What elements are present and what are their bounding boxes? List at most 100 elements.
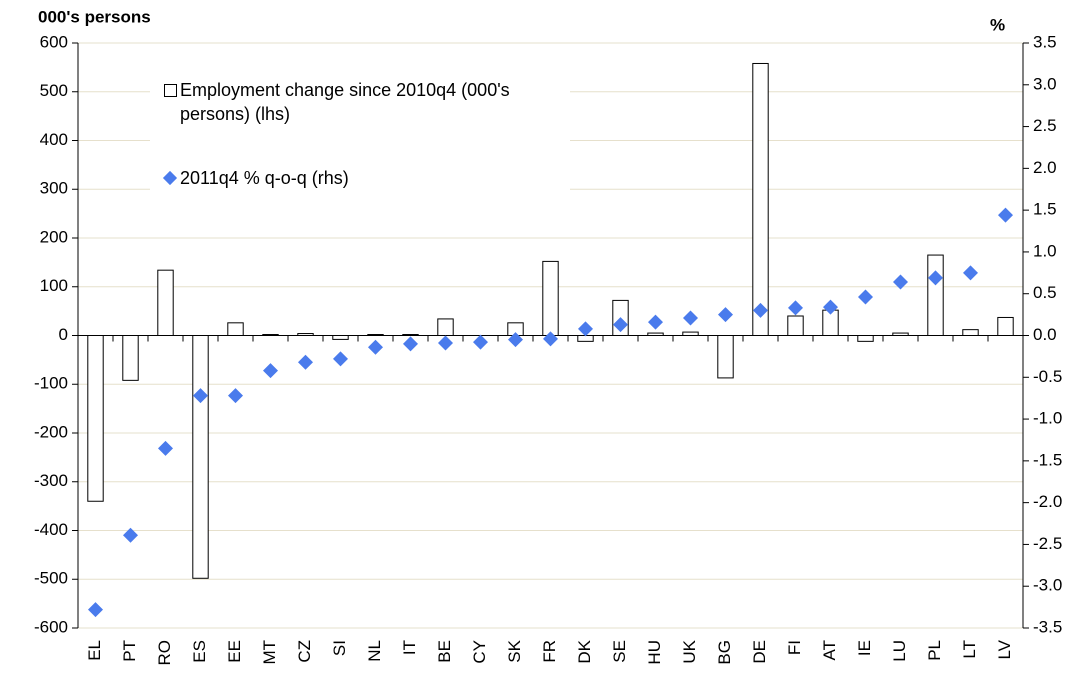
- bar: [787, 315, 804, 336]
- marker: [578, 321, 593, 337]
- bar: [192, 335, 209, 579]
- y2-tick-label: 0.5: [1033, 283, 1057, 302]
- x-tick-label: EE: [225, 640, 244, 663]
- x-tick-label: PT: [120, 640, 139, 662]
- y-tick-label: -200: [34, 422, 68, 441]
- y2-tick-label: 2.5: [1033, 116, 1057, 135]
- y2-tick-label: 2.0: [1033, 158, 1057, 177]
- legend-swatch: [160, 166, 180, 190]
- legend-label: 2011q4 % q-o-q (rhs): [180, 168, 349, 188]
- marker: [368, 339, 383, 355]
- legend-item: 2011q4 % q-o-q (rhs): [160, 166, 560, 190]
- x-tick-label: CY: [470, 640, 489, 664]
- y-tick-label: 500: [40, 81, 68, 100]
- y2-tick-label: -2.5: [1033, 534, 1062, 553]
- x-tick-label: IE: [855, 640, 874, 656]
- marker: [473, 334, 488, 350]
- x-tick-label: RO: [155, 640, 174, 666]
- marker: [893, 274, 908, 290]
- legend-label: Employment change since 2010q4 (000's pe…: [180, 80, 510, 124]
- marker: [823, 299, 838, 315]
- y2-axis-title: %: [990, 15, 1005, 34]
- marker: [228, 388, 243, 404]
- marker: [88, 602, 103, 618]
- y2-tick-label: 1.0: [1033, 241, 1057, 260]
- bar: [402, 334, 419, 336]
- bar: [682, 331, 699, 336]
- y-tick-label: 200: [40, 227, 68, 246]
- y2-tick-label: -1.0: [1033, 409, 1062, 428]
- marker: [928, 270, 943, 286]
- bar: [542, 260, 559, 336]
- x-tick-label: DE: [750, 640, 769, 664]
- bar: [927, 254, 944, 336]
- y-tick-label: -600: [34, 617, 68, 636]
- x-tick-label: IT: [400, 640, 419, 655]
- y-tick-label: -500: [34, 569, 68, 588]
- marker: [858, 289, 873, 305]
- bar: [157, 269, 174, 336]
- x-tick-label: UK: [680, 639, 699, 663]
- x-tick-label: ES: [190, 640, 209, 663]
- legend-swatch: [160, 78, 180, 102]
- x-tick-label: SK: [505, 639, 524, 662]
- y2-tick-label: -2.0: [1033, 492, 1062, 511]
- bar: [332, 335, 349, 340]
- y2-tick-label: 3.5: [1033, 32, 1057, 51]
- bar: [717, 335, 734, 379]
- y-tick-label: 0: [59, 325, 68, 344]
- y2-tick-label: -1.5: [1033, 450, 1062, 469]
- x-tick-label: DK: [575, 639, 594, 663]
- bar: [437, 318, 454, 336]
- marker: [718, 307, 733, 323]
- x-tick-label: SI: [330, 640, 349, 656]
- x-tick-label: FI: [785, 640, 804, 655]
- bar: [857, 335, 874, 342]
- x-tick-label: LU: [890, 640, 909, 662]
- x-tick-label: NL: [365, 640, 384, 662]
- marker: [963, 265, 978, 281]
- y2-tick-label: -3.5: [1033, 617, 1062, 636]
- x-tick-label: MT: [260, 640, 279, 665]
- y2-tick-label: 3.0: [1033, 74, 1057, 93]
- marker: [403, 336, 418, 352]
- bar: [962, 329, 979, 336]
- x-tick-label: CZ: [295, 640, 314, 663]
- marker: [753, 302, 768, 318]
- y-tick-label: -400: [34, 520, 68, 539]
- marker: [613, 317, 628, 333]
- bar: [262, 334, 279, 336]
- bar: [297, 333, 314, 336]
- bar: [122, 335, 139, 381]
- y-tick-label: 100: [40, 276, 68, 295]
- marker: [648, 314, 663, 330]
- bar: [892, 332, 909, 336]
- x-tick-label: LT: [960, 640, 979, 659]
- marker: [508, 332, 523, 348]
- marker: [263, 363, 278, 379]
- x-tick-label: HU: [645, 640, 664, 665]
- x-tick-label: BE: [435, 640, 454, 663]
- x-tick-label: PL: [925, 640, 944, 661]
- marker: [998, 207, 1013, 223]
- y2-tick-label: 0.0: [1033, 325, 1057, 344]
- y-tick-label: 400: [40, 130, 68, 149]
- legend: Employment change since 2010q4 (000's pe…: [150, 70, 570, 198]
- marker: [333, 351, 348, 367]
- y2-tick-label: 1.5: [1033, 200, 1057, 219]
- legend-item: Employment change since 2010q4 (000's pe…: [160, 78, 560, 126]
- bar: [577, 335, 594, 342]
- marker: [438, 335, 453, 351]
- bar: [997, 316, 1014, 336]
- x-tick-label: EL: [85, 640, 104, 661]
- marker: [123, 527, 138, 543]
- bar: [87, 335, 104, 502]
- y-tick-label: 600: [40, 32, 68, 51]
- bar: [367, 334, 384, 336]
- marker: [543, 331, 558, 347]
- bar: [227, 322, 244, 337]
- x-tick-label: BG: [715, 640, 734, 665]
- marker: [298, 354, 313, 370]
- x-tick-label: SE: [610, 640, 629, 663]
